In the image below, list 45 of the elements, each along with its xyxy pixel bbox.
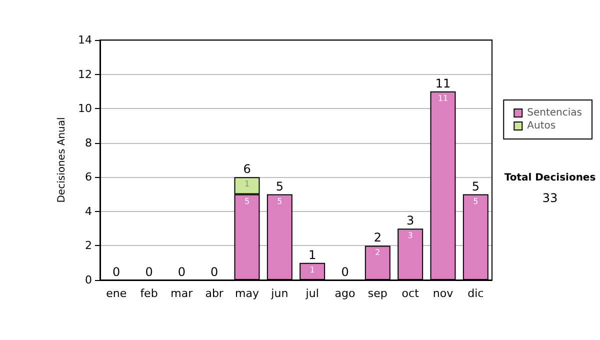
y-tick-label: 14 bbox=[78, 34, 92, 46]
legend-label: Autos bbox=[527, 120, 556, 132]
data-label: 5 bbox=[473, 196, 478, 206]
data-label: 3 bbox=[408, 231, 413, 240]
x-tick-label: ene bbox=[106, 287, 127, 300]
total-label: 0 bbox=[112, 265, 120, 279]
total-label: 6 bbox=[243, 162, 251, 176]
x-tick-label: jun bbox=[270, 287, 288, 300]
text: Total Decisiones bbox=[504, 172, 596, 184]
y-axis-title: Decisiones Anual bbox=[56, 117, 68, 203]
total-label: 5 bbox=[276, 179, 284, 194]
total-label: 11 bbox=[435, 76, 451, 90]
y-tick-label: 10 bbox=[78, 102, 92, 116]
legend-label: Sentencias bbox=[527, 108, 582, 118]
y-tick-label: 0 bbox=[85, 274, 92, 286]
total-label: 0 bbox=[210, 265, 218, 279]
data-label: 5 bbox=[244, 196, 250, 206]
x-tick-label: jul bbox=[304, 287, 319, 300]
x-tick-label: dic bbox=[468, 287, 484, 300]
data-label: 5 bbox=[277, 196, 282, 206]
total-label: 5 bbox=[472, 179, 480, 194]
y-tick-label: 4 bbox=[85, 204, 92, 218]
text: 33 bbox=[542, 191, 558, 205]
total-label: 0 bbox=[178, 265, 186, 279]
x-tick-label: abr bbox=[205, 287, 224, 300]
x-tick-label: oct bbox=[402, 287, 420, 300]
total-label: 0 bbox=[145, 265, 153, 279]
total-label: 2 bbox=[374, 230, 382, 245]
x-tick-label: sep bbox=[368, 287, 388, 300]
y-tick-label: 12 bbox=[78, 68, 92, 81]
total-label: 0 bbox=[341, 265, 349, 279]
x-tick-label: ago bbox=[334, 287, 356, 300]
x-tick-label: feb bbox=[140, 287, 158, 300]
total-label: 1 bbox=[308, 248, 316, 262]
data-label: 1 bbox=[244, 180, 250, 189]
x-tick-label: nov bbox=[432, 287, 454, 300]
data-label: 1 bbox=[310, 265, 315, 274]
data-label: 2 bbox=[375, 248, 380, 258]
x-tick-label: mar bbox=[170, 287, 194, 300]
total-label: 3 bbox=[406, 214, 414, 228]
data-label: 11 bbox=[438, 94, 448, 103]
y-tick-label: 8 bbox=[85, 136, 92, 150]
y-tick-label: 2 bbox=[85, 239, 92, 252]
x-tick-label: may bbox=[235, 287, 260, 300]
y-tick-label: 6 bbox=[85, 170, 92, 184]
